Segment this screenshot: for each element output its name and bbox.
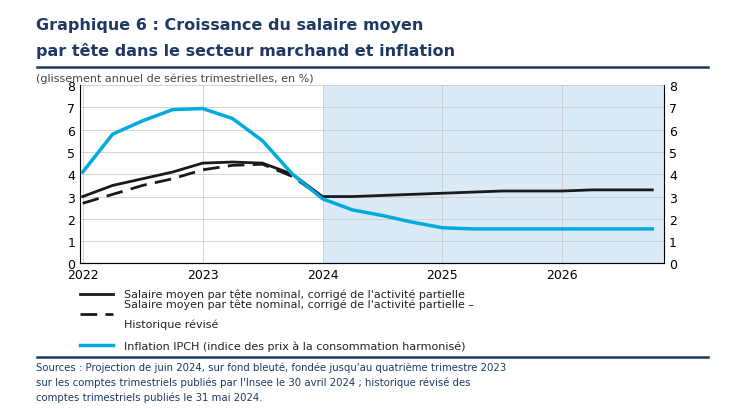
Text: (glissement annuel de séries trimestrielles, en %): (glissement annuel de séries trimestriel…	[36, 74, 314, 84]
Text: Sources : Projection de juin 2024, sur fond bleuté, fondée jusqu'au quatrième tr: Sources : Projection de juin 2024, sur f…	[36, 362, 507, 402]
Text: Graphique 6 : Croissance du salaire moyen: Graphique 6 : Croissance du salaire moye…	[36, 18, 424, 34]
Text: Historique révisé: Historique révisé	[124, 319, 218, 330]
Text: Salaire moyen par tête nominal, corrigé de l'activité partielle: Salaire moyen par tête nominal, corrigé …	[124, 289, 465, 300]
Bar	[323, 86, 670, 264]
Text: Inflation IPCH (indice des prix à la consommation harmonisé): Inflation IPCH (indice des prix à la con…	[124, 340, 466, 351]
Text: Salaire moyen par tête nominal, corrigé de l'activité partielle –: Salaire moyen par tête nominal, corrigé …	[124, 299, 474, 309]
Text: par tête dans le secteur marchand et inflation: par tête dans le secteur marchand et inf…	[36, 43, 456, 59]
